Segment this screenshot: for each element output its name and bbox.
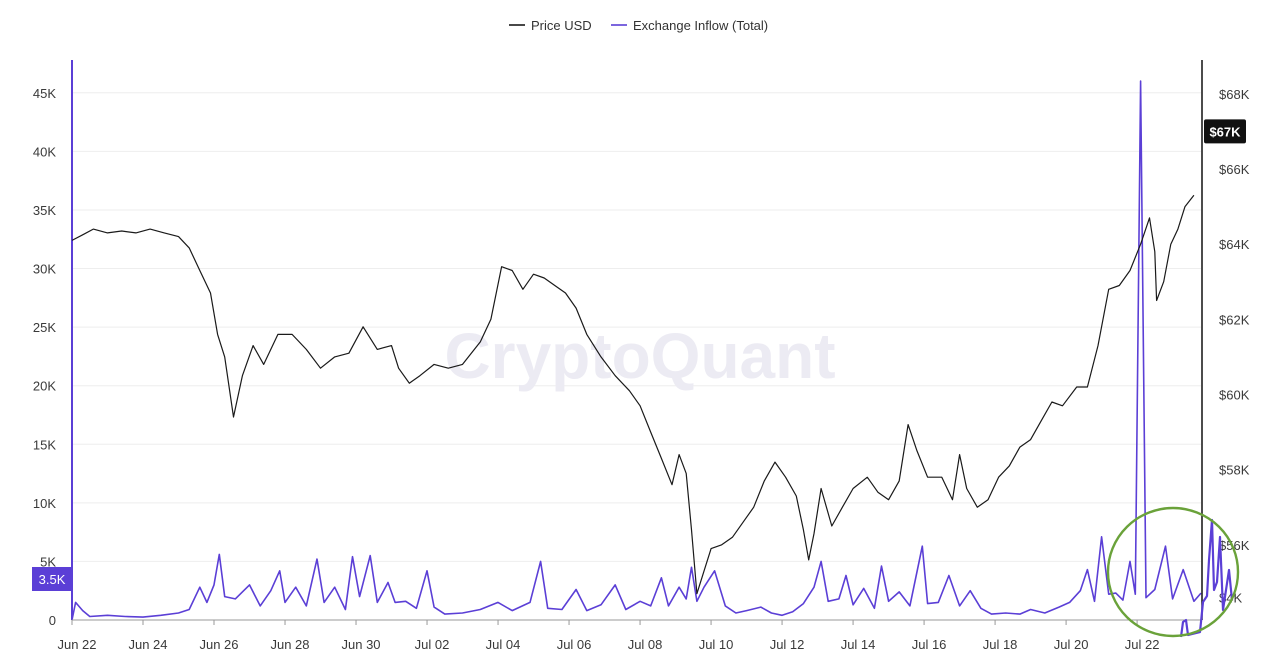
x-tick-label: Jul 10 (699, 637, 734, 652)
left-tick-label: 30K (33, 262, 56, 277)
x-tick-label: Jun 24 (128, 637, 167, 652)
x-tick-label: Jul 06 (557, 637, 592, 652)
grid-layer (72, 92, 1201, 562)
current-price-label: $67K (1209, 124, 1241, 139)
x-tick-label: Jul 04 (486, 637, 521, 652)
x-tick-label: Jul 20 (1054, 637, 1089, 652)
right-tick-label: $58K (1219, 463, 1250, 478)
highlight-circle (1106, 506, 1240, 638)
recent-inflow-spikes (1179, 518, 1234, 638)
x-tick-label: Jul 08 (628, 637, 663, 652)
left-tick-label: 10K (33, 496, 56, 511)
legend[interactable]: Price USD Exchange Inflow (Total) (509, 18, 768, 33)
left-tick-label: 15K (33, 437, 56, 452)
left-tick-label: 0 (49, 613, 56, 628)
series-exchange-inflow-line (71, 80, 1202, 621)
series-price-usd-line (71, 194, 1195, 595)
x-tick-label: Jun 26 (199, 637, 238, 652)
x-tick-label: Jul 12 (770, 637, 805, 652)
x-tick-label: Jun 22 (57, 637, 96, 652)
left-tick-label: 25K (33, 320, 56, 335)
current-inflow-label: 3.5K (39, 572, 66, 587)
badge-layer: $67K 3.5K (32, 119, 1246, 591)
right-tick-label: $64K (1219, 237, 1250, 252)
current-price-badge (1204, 119, 1246, 144)
legend-label[interactable]: Exchange Inflow (Total) (633, 18, 768, 33)
left-tick-label: 35K (33, 203, 56, 218)
x-tick-label: Jul 14 (841, 637, 876, 652)
x-tick-label: Jul 22 (1125, 637, 1160, 652)
watermark: CryptoQuant (444, 320, 835, 392)
x-tick-label: Jun 28 (270, 637, 309, 652)
overlay-layer (1106, 506, 1240, 638)
series-layer (71, 60, 1202, 621)
left-tick-label: 45K (33, 86, 56, 101)
spike-line (1179, 518, 1234, 638)
axis-layer: Jun 22 Jun 24 Jun 26 Jun 28 Jun 30 Jul 02 Jul … (33, 60, 1250, 652)
left-tick-label: 5K (40, 554, 56, 569)
x-tick-label: Jun 30 (342, 637, 381, 652)
x-tick-label: Jul 18 (983, 637, 1018, 652)
right-tick-label: $56K (1219, 538, 1250, 553)
right-tick-label: $60K (1219, 387, 1250, 402)
legend-label[interactable]: Price USD (531, 18, 592, 33)
right-tick-label: $66K (1219, 162, 1250, 177)
x-tick-label: Jul 16 (912, 637, 947, 652)
right-tick-label: $62K (1219, 312, 1250, 327)
x-tick-label: Jul 02 (415, 637, 450, 652)
left-tick-label: 40K (33, 144, 56, 159)
right-tick-label: $68K (1219, 87, 1250, 102)
left-tick-label: 20K (33, 379, 56, 394)
current-inflow-badge (32, 566, 72, 591)
